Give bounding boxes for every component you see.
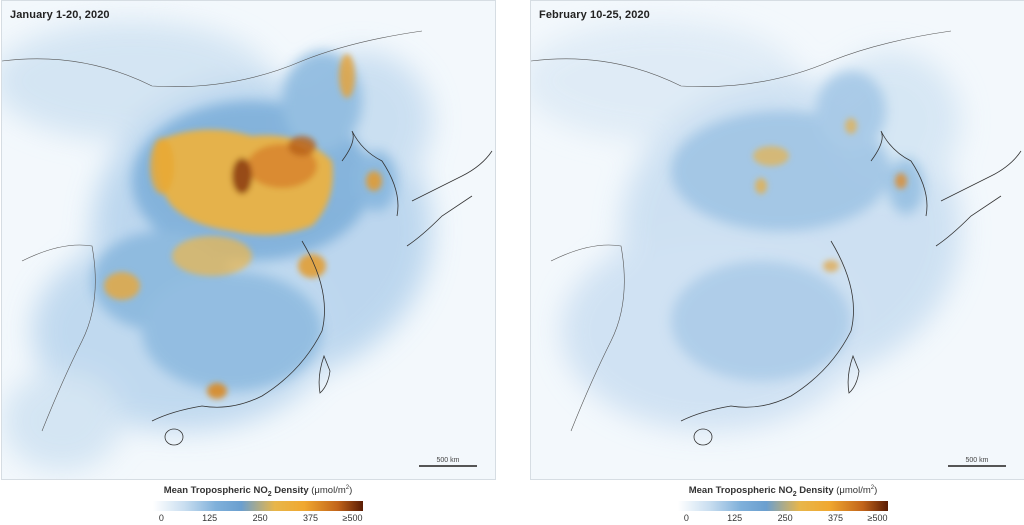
legend-units-suffix: ) <box>349 485 353 497</box>
legend-units-superscript: 2 <box>345 485 350 491</box>
legend-title: Mean Tropospheric NO2 Density (μmol/m2) <box>153 485 363 498</box>
scale-bar-line <box>948 465 1006 467</box>
map-panel-february: February 10-25, 2020 500 km <box>530 0 1024 480</box>
panel-title-january: January 1-20, 2020 <box>10 9 110 21</box>
legend-title-subscript: 2 <box>792 491 797 499</box>
legend-february: Mean Tropospheric NO2 Density (μmol/m2) … <box>678 485 888 525</box>
legend-title-prefix: Mean Tropospheric NO <box>163 485 268 497</box>
no2-map-february <box>531 21 1022 446</box>
legend-january: Mean Tropospheric NO2 Density (μmol/m2) … <box>153 485 363 525</box>
legend-tick: 250 <box>252 513 268 524</box>
legend-tick: 0 <box>158 513 164 524</box>
legend-title-prefix: Mean Tropospheric NO <box>688 485 793 497</box>
legend-units-prefix: (μmol/m <box>836 485 871 497</box>
legend-title: Mean Tropospheric NO2 Density (μmol/m2) <box>678 485 888 498</box>
map-panel-january: January 1-20, 2020 500 km <box>1 0 496 480</box>
legend-units-suffix: ) <box>874 485 878 497</box>
scale-bar-label: 500 km <box>436 457 460 464</box>
scale-bar-label: 500 km <box>965 457 989 464</box>
scale-bar-line <box>419 465 477 467</box>
legend-tick: 0 <box>683 513 689 524</box>
legend-tick: ≥500 <box>342 513 363 524</box>
scale-bar-january: 500 km <box>419 457 477 467</box>
legend-color-bar <box>153 501 363 512</box>
legend-tick: 125 <box>727 513 743 524</box>
legend-ticks: 0 125 250 375 ≥500 <box>678 513 888 525</box>
legend-tick: 375 <box>302 513 319 524</box>
no2-map-january <box>2 21 493 471</box>
legend-title-suffix: Density <box>271 485 312 497</box>
legend-color-bar <box>678 501 888 512</box>
legend-tick: 250 <box>777 513 793 524</box>
legend-tick: 125 <box>202 513 218 524</box>
scale-bar-february: 500 km <box>948 457 1006 467</box>
legend-units-superscript: 2 <box>870 485 875 491</box>
legend-tick: 375 <box>827 513 844 524</box>
legend-ticks: 0 125 250 375 ≥500 <box>153 513 363 525</box>
legend-title-subscript: 2 <box>267 491 272 499</box>
legend-tick: ≥500 <box>867 513 888 524</box>
legend-units-prefix: (μmol/m <box>311 485 346 497</box>
legend-title-suffix: Density <box>796 485 837 497</box>
panel-title-february: February 10-25, 2020 <box>539 9 650 21</box>
